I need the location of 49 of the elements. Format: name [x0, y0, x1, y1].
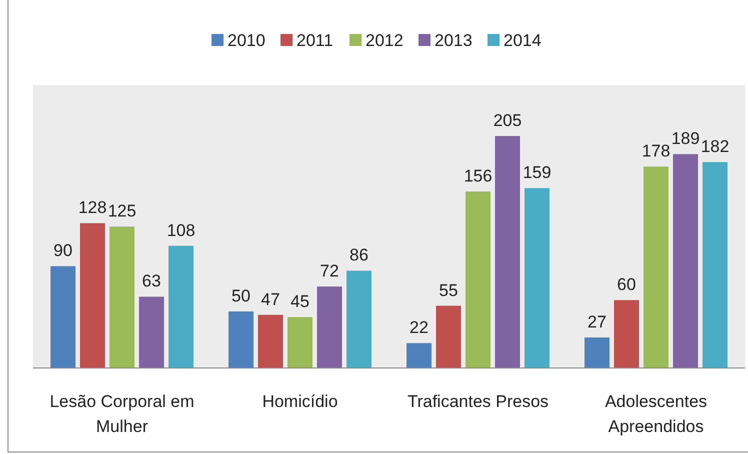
bar [524, 188, 550, 368]
bar [495, 136, 520, 368]
x-tick-label: Lesão Corporal em Mulher [50, 392, 194, 436]
bar [168, 246, 194, 368]
bar [288, 317, 312, 368]
legend-label: 2010 [228, 31, 266, 50]
legend-label: 2014 [504, 31, 542, 50]
data-label: 156 [464, 166, 492, 186]
bar [139, 296, 164, 368]
bar [50, 266, 76, 368]
data-label: 182 [700, 137, 730, 156]
data-label: 189 [671, 129, 700, 148]
bar [673, 154, 698, 368]
data-label: 50 [232, 286, 250, 306]
data-label: 22 [410, 318, 428, 338]
bar [258, 314, 283, 368]
data-label: 60 [617, 275, 636, 294]
bar [436, 306, 461, 368]
bar [110, 226, 134, 368]
bar [406, 343, 432, 368]
data-label: 86 [350, 246, 368, 265]
bar [80, 223, 105, 368]
bar [346, 270, 372, 368]
bar [614, 300, 639, 368]
data-label: 108 [166, 220, 196, 240]
legend-label: 2012 [366, 31, 404, 50]
x-tick-label: Adolescentes Apreendidos [604, 392, 708, 436]
legend-label: 2011 [296, 31, 334, 50]
bar [702, 162, 728, 368]
data-label: 159 [522, 163, 552, 182]
bar [644, 166, 668, 368]
bar [228, 311, 254, 368]
data-label: 45 [290, 292, 310, 312]
data-label: 47 [261, 290, 280, 309]
data-label: 125 [108, 202, 136, 221]
bar [466, 191, 490, 368]
data-label: 72 [320, 262, 339, 281]
data-label: 27 [588, 312, 606, 332]
data-label: 178 [642, 142, 670, 161]
bar [584, 337, 610, 368]
data-label: 128 [78, 198, 107, 218]
data-label: 90 [54, 241, 72, 260]
x-tick-label: Traficantes Presos [407, 392, 549, 411]
data-label: 55 [439, 280, 458, 300]
x-tick-label: Homicídio [262, 392, 338, 411]
data-label: 63 [142, 272, 161, 291]
data-label: 205 [493, 111, 522, 130]
legend-label: 2013 [434, 31, 472, 50]
bar [317, 286, 342, 368]
